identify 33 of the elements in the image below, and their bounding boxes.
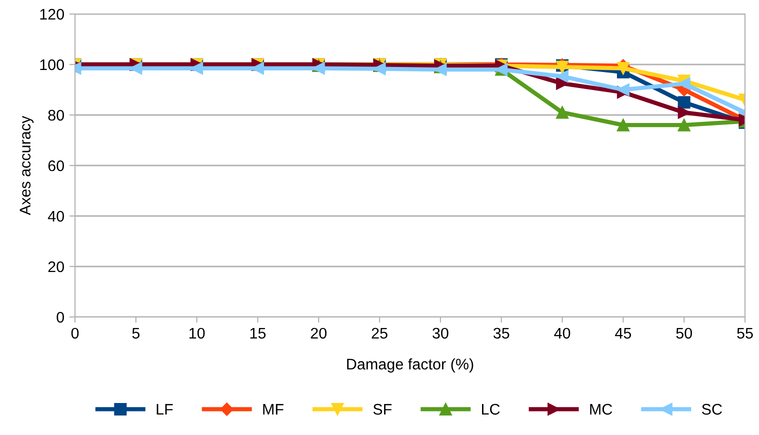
y-tick-label: 40	[48, 210, 64, 222]
x-tick-label: 50	[676, 328, 692, 339]
y-tick-label: 100	[40, 59, 64, 70]
y-tick-label: 60	[48, 160, 64, 172]
legend-label: LF	[156, 404, 173, 415]
x-tick-label: 45	[615, 328, 632, 339]
x-tick-label: 5	[132, 328, 140, 339]
point	[678, 96, 690, 109]
point	[678, 118, 690, 132]
legend-label: SC	[702, 404, 722, 415]
y-axis-title: Axes accuracy	[20, 116, 34, 216]
x-tick-label: 20	[310, 328, 327, 339]
point	[556, 106, 569, 119]
point	[616, 62, 630, 75]
legend-label: SF	[373, 404, 392, 415]
legend-label: LC	[482, 404, 500, 415]
x-tick-label: 30	[432, 328, 448, 339]
x-tick-label: 10	[189, 328, 205, 339]
x-tick-label: 55	[737, 328, 753, 339]
x-tick-label: 25	[372, 328, 388, 339]
y-tick-label: 20	[48, 261, 64, 272]
x-tick-label: 0	[71, 328, 79, 339]
x-tick-label: 40	[554, 328, 570, 339]
point	[616, 118, 630, 132]
legend-label: MC	[590, 404, 612, 415]
x-tick-label: 15	[250, 328, 266, 339]
point	[616, 84, 630, 96]
legend-label: MF	[263, 404, 284, 415]
y-tick-label: 80	[48, 110, 64, 121]
x-tick-label: 35	[493, 328, 510, 339]
y-tick-label: 120	[40, 8, 64, 20]
y-tick-label: 0	[56, 312, 64, 323]
x-axis-title: Damage factor (%)	[347, 358, 474, 373]
